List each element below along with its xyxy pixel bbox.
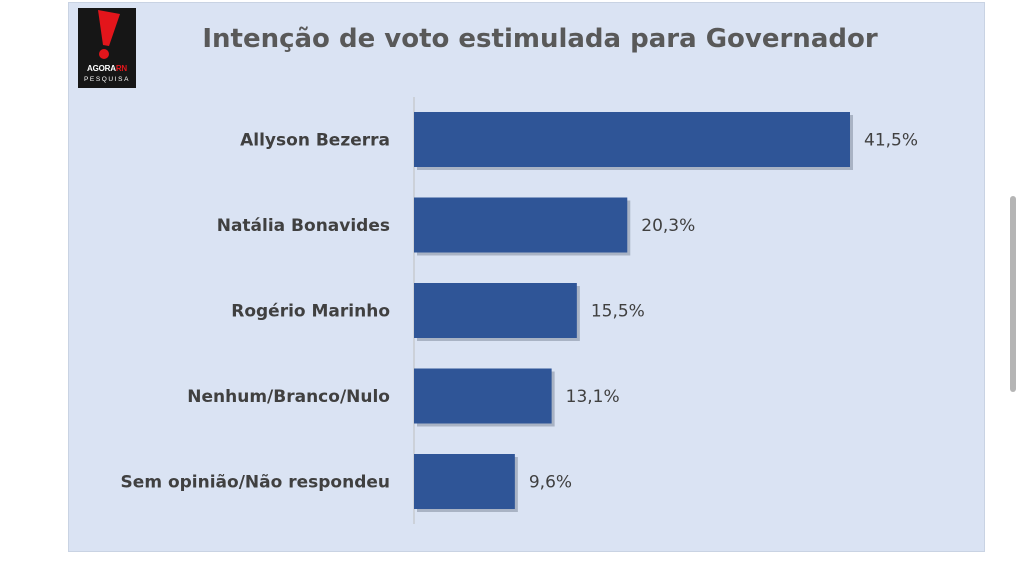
category-label: Rogério Marinho: [231, 302, 390, 322]
logo-brand-accent: RN: [115, 64, 127, 73]
value-label: 15,5%: [591, 302, 645, 322]
bar: [414, 112, 850, 167]
value-label: 20,3%: [641, 216, 695, 236]
agora-rn-logo: AGORARN PESQUISA: [78, 8, 136, 88]
value-label: 41,5%: [864, 131, 918, 151]
category-label: Allyson Bezerra: [240, 131, 390, 151]
exclamation-mark-icon: [98, 10, 120, 59]
bar: [414, 454, 515, 509]
chart-title: Intenção de voto estimulada para Governa…: [202, 24, 878, 54]
value-label: 9,6%: [529, 473, 572, 493]
category-label: Sem opinião/Não respondeu: [121, 473, 390, 493]
category-label: Nenhum/Branco/Nulo: [187, 387, 390, 407]
bar: [414, 368, 552, 424]
vertical-scrollbar[interactable]: [1010, 196, 1016, 392]
category-label: Natália Bonavides: [217, 216, 390, 236]
bar: [414, 283, 577, 338]
bars-group: Allyson Bezerra 41,5% Natália Bonavides 20,…: [121, 112, 918, 512]
bar: [414, 197, 628, 253]
value-label: 13,1%: [566, 387, 620, 407]
logo-brand-text: AGORARN: [78, 64, 136, 73]
logo-brand-sub: PESQUISA: [83, 76, 131, 83]
logo-brand-main: AGORA: [87, 64, 116, 73]
chart-panel: [68, 2, 985, 552]
